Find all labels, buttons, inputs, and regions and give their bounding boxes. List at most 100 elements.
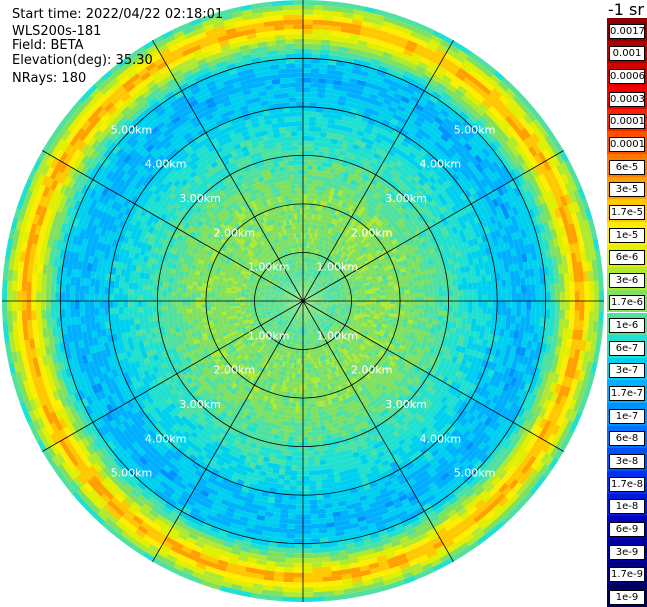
beta-bin (531, 292, 536, 302)
beta-bin (314, 249, 318, 255)
beta-bin (554, 274, 560, 284)
beta-bin (482, 294, 488, 302)
beta-bin (304, 247, 307, 253)
beta-bin (323, 258, 328, 264)
beta-bin (426, 82, 438, 92)
beta-bin (514, 270, 521, 280)
beta-bin (322, 241, 327, 247)
beta-bin (360, 25, 372, 33)
beta-bin (304, 286, 306, 292)
beta-bin (337, 100, 346, 107)
beta-bin (361, 136, 369, 144)
beta-bin (313, 219, 318, 225)
beta-bin (326, 243, 331, 249)
beta-bin (426, 65, 437, 75)
beta-bin (465, 324, 472, 331)
beta-bin (419, 305, 425, 310)
beta-bin (303, 291, 305, 297)
beta-bin (458, 289, 464, 296)
beta-bin (328, 192, 334, 199)
beta-bin (303, 38, 313, 44)
beta-bin (359, 206, 366, 213)
beta-bin (380, 25, 393, 34)
beta-bin (315, 180, 321, 186)
beta-bin (420, 136, 429, 145)
beta-bin (413, 119, 423, 129)
beta-bin (315, 281, 319, 287)
beta-bin (485, 274, 492, 283)
beta-bin (332, 230, 338, 236)
beta-bin (437, 112, 447, 122)
beta-bin (313, 269, 317, 275)
beta-bin (307, 233, 311, 239)
beta-bin (303, 165, 308, 170)
beta-bin (579, 301, 585, 312)
beta-bin (583, 281, 590, 292)
beta-bin (408, 151, 417, 160)
beta-bin (385, 42, 397, 51)
beta-bin (367, 72, 377, 80)
beta-bin (505, 315, 512, 324)
beta-bin (468, 69, 480, 80)
beta-bin (454, 88, 465, 99)
beta-bin (573, 320, 580, 331)
beta-bin (400, 152, 409, 160)
beta-bin (511, 301, 517, 309)
beta-bin (404, 289, 410, 295)
beta-bin (382, 51, 394, 60)
beta-bin (451, 274, 457, 281)
beta-bin (329, 108, 338, 115)
beta-bin (405, 120, 414, 129)
beta-bin (540, 301, 546, 310)
beta-bin (305, 272, 308, 277)
beta-bin (428, 282, 434, 289)
beta-bin (312, 29, 323, 35)
beta-bin (333, 247, 339, 253)
beta-bin (349, 228, 355, 235)
beta-bin (310, 87, 319, 93)
beta-bin (579, 310, 585, 322)
beta-bin (414, 304, 420, 310)
beta-bin (366, 154, 374, 162)
beta-bin (315, 239, 319, 245)
beta-bin (530, 284, 536, 294)
beta-bin (357, 39, 369, 47)
beta-bin (320, 44, 331, 50)
beta-bin (593, 311, 599, 323)
beta-bin (303, 34, 313, 39)
beta-bin (442, 104, 453, 114)
beta-bin (519, 269, 526, 279)
beta-bin (364, 159, 372, 166)
beta-bin (321, 166, 327, 172)
beta-bin (322, 206, 327, 212)
beta-bin (324, 93, 333, 100)
beta-bin (397, 62, 409, 71)
beta-bin (304, 286, 307, 292)
beta-bin (384, 114, 393, 123)
beta-bin (313, 146, 320, 152)
beta-bin (521, 293, 527, 302)
beta-bin (339, 239, 344, 245)
beta-bin (319, 256, 323, 262)
beta-bin (387, 63, 398, 72)
beta-bin (332, 89, 341, 96)
beta-bin (312, 24, 323, 30)
beta-bin (393, 152, 401, 161)
beta-bin (315, 276, 320, 281)
beta-bin (476, 276, 482, 284)
beta-bin (467, 306, 473, 314)
beta-bin (476, 319, 482, 327)
beta-bin (303, 102, 311, 107)
beta-bin (303, 9, 314, 15)
beta-bin (382, 77, 393, 86)
beta-bin (321, 241, 325, 247)
beta-bin (312, 253, 315, 259)
beta-bin (315, 254, 319, 260)
beta-bin (451, 92, 462, 103)
beta-bin (331, 251, 336, 257)
beta-bin (471, 65, 483, 76)
beta-bin (379, 60, 390, 69)
beta-bin (404, 18, 417, 27)
beta-bin (316, 102, 325, 108)
beta-bin (383, 98, 393, 106)
